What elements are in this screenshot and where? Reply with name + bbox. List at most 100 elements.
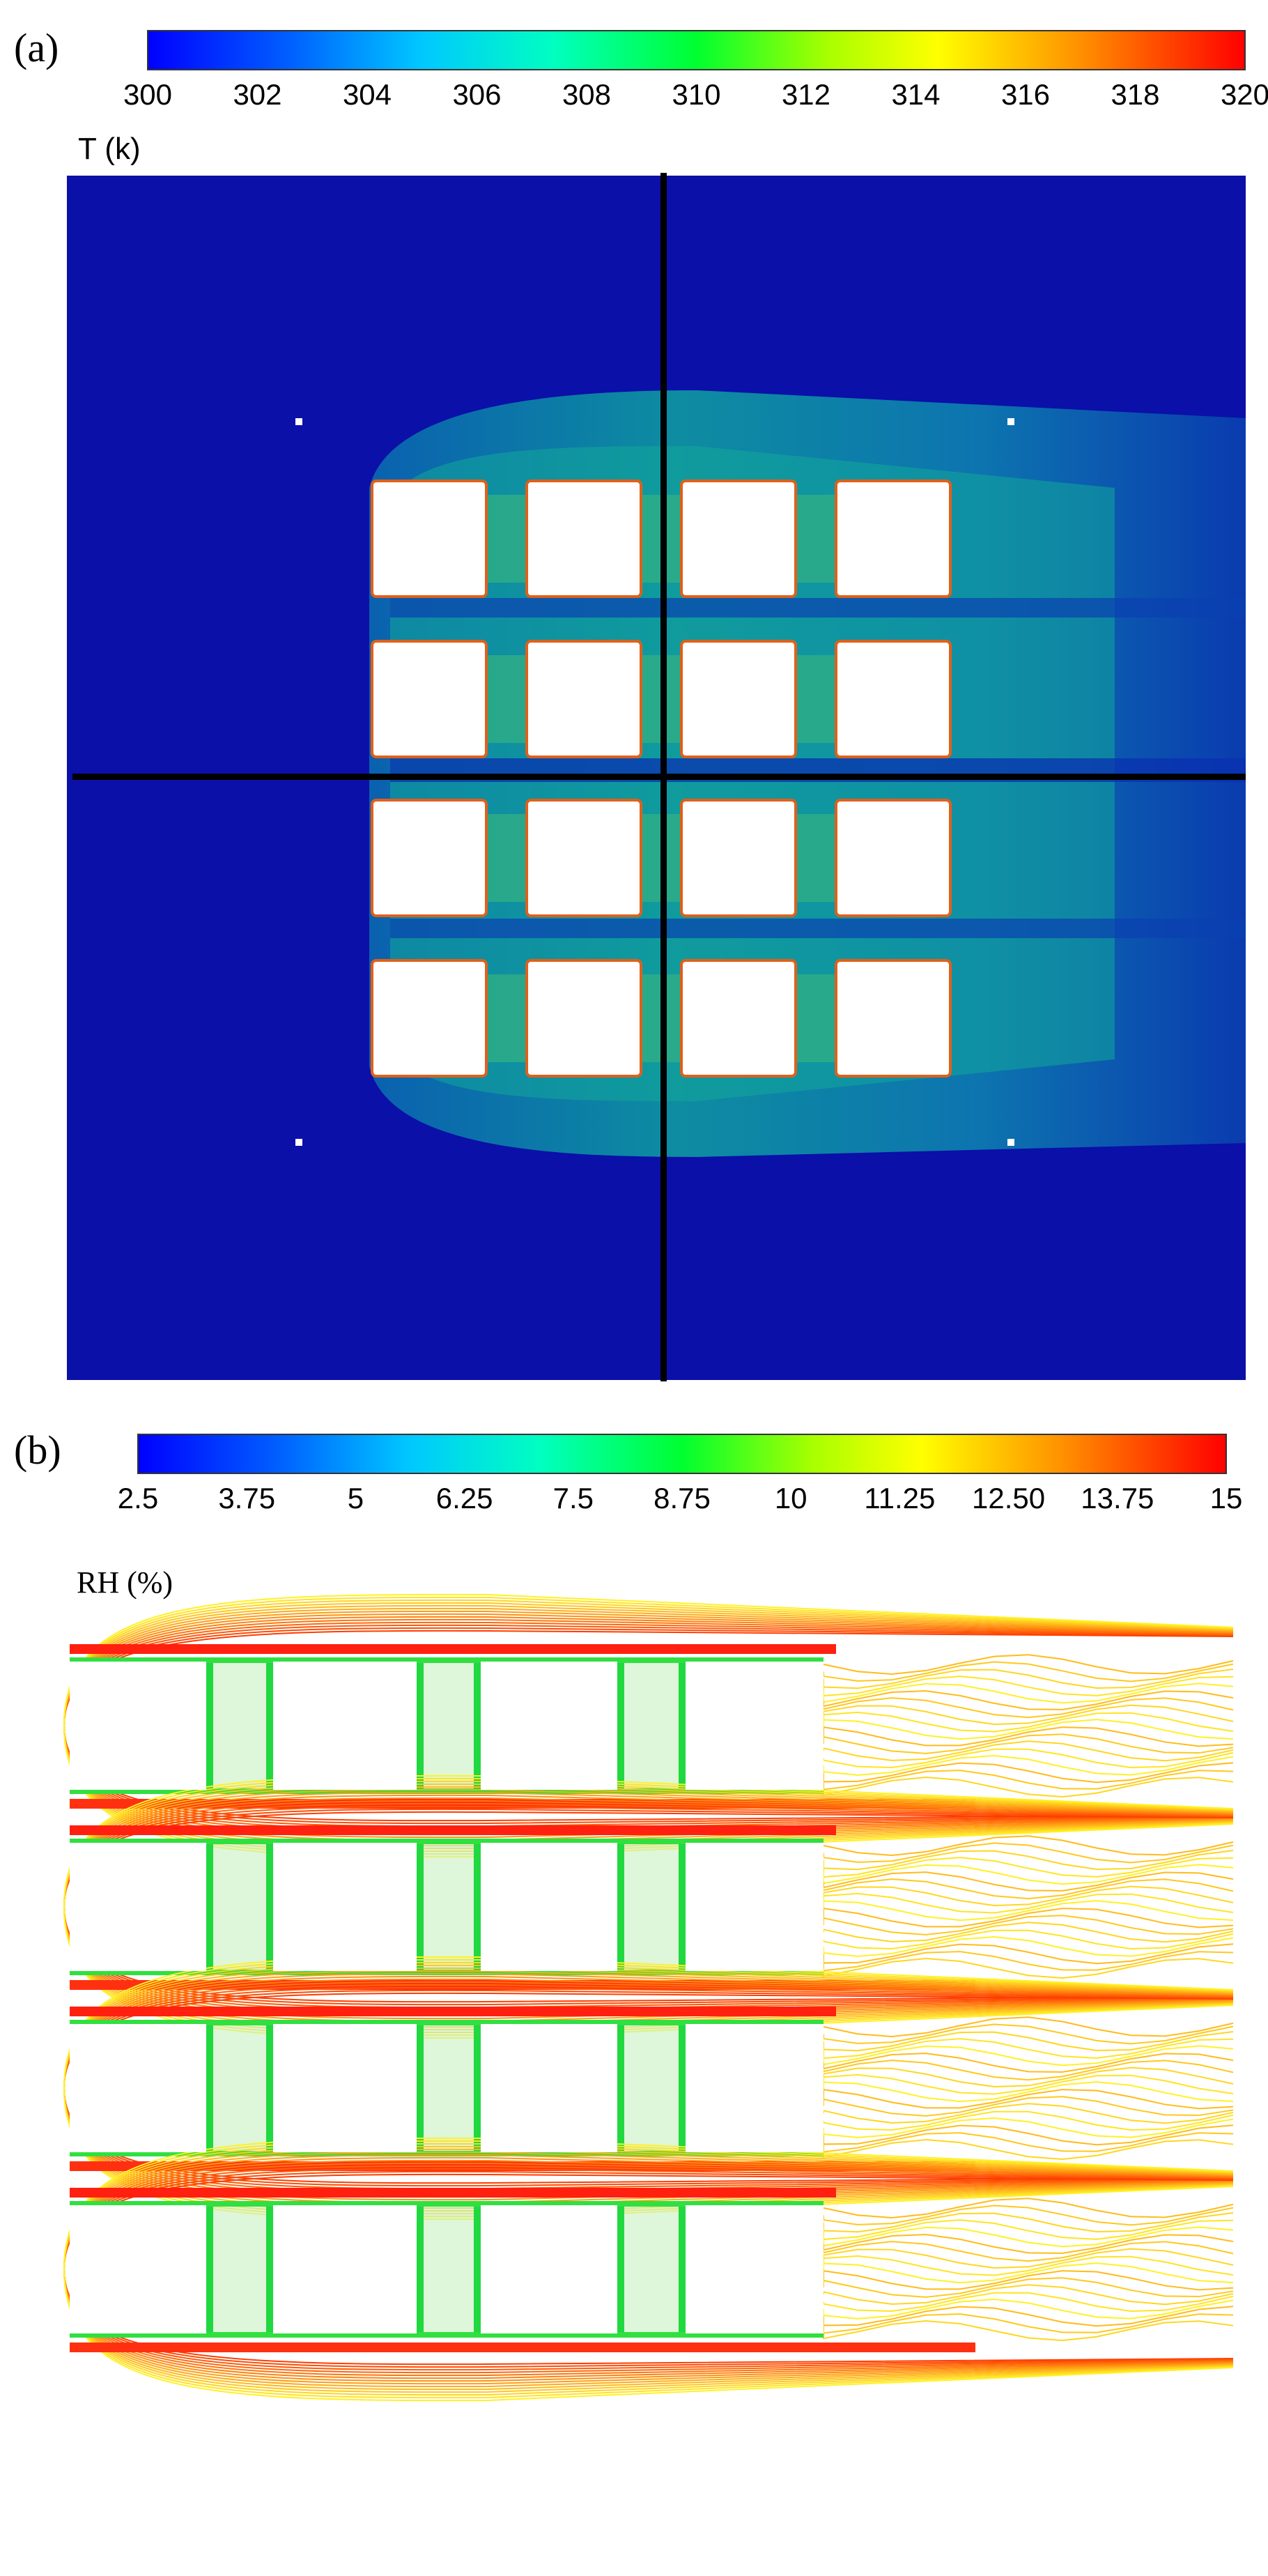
panel-b-gap-edge xyxy=(417,2204,424,2335)
panel-a-colorbar-tick-label: 302 xyxy=(233,78,281,111)
panel-b-building xyxy=(70,1843,206,1971)
panel-a-horizontal-section-line xyxy=(72,774,1246,780)
panel-a-building xyxy=(371,959,488,1078)
panel-a: (a) 300 302 304 306 308 310 312 314 316 318 320 T … xyxy=(14,25,1268,1381)
panel-b-colorbar-tick-label: 12.50 xyxy=(972,1482,1045,1515)
panel-b-contour-line xyxy=(823,2030,1234,2052)
panel-a-building xyxy=(525,480,642,598)
panel-b-contour-line xyxy=(823,1690,1234,1710)
panel-a-building xyxy=(680,799,797,917)
panel-a-building xyxy=(371,480,488,598)
panel-b-contour-line xyxy=(823,2023,1234,2045)
panel-b-building xyxy=(686,2205,824,2333)
panel-b-colorbar-tick-label: 2.5 xyxy=(118,1482,158,1515)
panel-b-gap-edge xyxy=(617,2204,624,2335)
panel-b-contour-line xyxy=(823,2081,1234,2103)
panel-b-contour-line xyxy=(823,1900,1234,1922)
panel-b-contour-line xyxy=(823,1748,1234,1769)
panel-a-monitor-point xyxy=(1007,1139,1014,1146)
panel-b-contour-line xyxy=(823,2234,1234,2254)
panel-a-label: (a) xyxy=(14,25,59,70)
panel-b-colorbar-tick-label: 10 xyxy=(775,1482,807,1515)
panel-b-contour-line xyxy=(823,2320,1234,2341)
panel-b-colorbar-tick-label: 8.75 xyxy=(654,1482,711,1515)
panel-b-contour-line xyxy=(823,2262,1234,2284)
panel-b-contour-line xyxy=(823,2269,1234,2291)
panel-b-contour-line xyxy=(823,1719,1234,1740)
panel-b-building xyxy=(686,1662,824,1790)
panel-b-contour-line xyxy=(823,1770,1234,1791)
panel-b-building xyxy=(686,1843,824,1971)
panel-a-gap-region xyxy=(796,974,836,1062)
panel-b-gap-edge xyxy=(206,2204,213,2335)
panel-a-colorbar-tick-label: 308 xyxy=(562,78,611,111)
panel-b-colorbar-tick-label: 3.75 xyxy=(218,1482,275,1515)
panel-a-contour-plot xyxy=(67,173,1246,1381)
panel-a-gap-region xyxy=(486,814,527,902)
panel-b-contour-line xyxy=(823,2038,1234,2060)
panel-b-contour-line xyxy=(823,2132,1234,2153)
panel-a-gap-region xyxy=(486,495,527,583)
panel-b-gap-edge xyxy=(417,1841,424,1972)
panel-b-building xyxy=(481,1662,617,1790)
panel-a-colorbar-tick-label: 300 xyxy=(123,78,172,111)
panel-a-building xyxy=(835,959,952,1078)
panel-b-gap-region xyxy=(417,1660,481,1791)
panel-b-colorbar-bar xyxy=(137,1434,1227,1474)
panel-b-contour-line xyxy=(823,1951,1234,1972)
panel-b-contour-line xyxy=(823,1704,1234,1725)
panel-a-building xyxy=(680,480,797,598)
panel-b-gap-edge xyxy=(617,1660,624,1791)
panel-b-quantity-label: RH (%) xyxy=(77,1565,173,1600)
panel-b-contour-line xyxy=(823,2088,1234,2110)
panel-b-contour-line xyxy=(823,2241,1234,2262)
panel-b-building xyxy=(273,1662,417,1790)
panel-a-colorbar-ticks: 300 302 304 306 308 310 312 314 316 318 320 xyxy=(123,78,1268,111)
panel-b-gap-region xyxy=(417,2023,481,2154)
panel-b-gap-edge xyxy=(474,1841,481,1972)
panel-b-contour-line xyxy=(823,2219,1234,2241)
panel-b-gap-edge xyxy=(474,1660,481,1791)
panel-a-gap-region xyxy=(796,814,836,902)
panel-b-colorbar-tick-label: 11.25 xyxy=(864,1482,935,1515)
panel-a-building xyxy=(525,799,642,917)
panel-b-gap-region xyxy=(417,1841,481,1972)
panel-b-contour-line xyxy=(823,2117,1234,2138)
panel-b-contour-line xyxy=(823,2016,1234,2037)
panel-b-gap-region xyxy=(617,1841,686,1972)
panel-b-contour-line xyxy=(823,2198,1234,2218)
panel-a-gap-region xyxy=(486,974,527,1062)
panel-b-contour-line xyxy=(823,2205,1234,2226)
panel-b-contour-line xyxy=(823,2284,1234,2306)
panel-b-contour-line xyxy=(823,2053,1234,2073)
panel-b-gap-region xyxy=(206,1660,273,1791)
panel-a-monitor-point xyxy=(1007,418,1014,425)
panel-b-contour-line xyxy=(823,1762,1234,1784)
panel-b-contour-line xyxy=(823,2045,1234,2067)
panel-b-gap-region xyxy=(417,2204,481,2335)
panel-b-building xyxy=(481,2024,617,2152)
panel-b-contour-line xyxy=(823,1676,1234,1697)
panel-b-contour-line xyxy=(823,1777,1234,1797)
panel-a-colorbar-tick-label: 318 xyxy=(1111,78,1159,111)
panel-b-contour-line xyxy=(823,2067,1234,2087)
panel-b-colorbar-tick-label: 13.75 xyxy=(1081,1482,1154,1515)
panel-b-contour-line xyxy=(823,2060,1234,2081)
panel-b-gap-edge xyxy=(206,1841,213,1972)
panel-a-gap-region xyxy=(796,655,836,743)
panel-b-gap-region xyxy=(617,1660,686,1791)
panel-a-colorbar-tick-label: 320 xyxy=(1221,78,1268,111)
panel-b-label: (b) xyxy=(14,1427,61,1473)
panel-b-contour-line xyxy=(823,2298,1234,2320)
panel-a-colorbar: 300 302 304 306 308 310 312 314 316 318 320 xyxy=(123,30,1268,111)
panel-a-colorbar-tick-label: 304 xyxy=(343,78,392,111)
panel-b-contour-line xyxy=(823,1668,1234,1689)
panel-b-contour-line xyxy=(823,1871,1234,1892)
panel-a-colorbar-tick-label: 314 xyxy=(891,78,940,111)
panel-b-contour-line xyxy=(823,1929,1234,1950)
panel-b-gap-region xyxy=(206,2023,273,2154)
panel-b-building xyxy=(273,2205,417,2333)
panel-b-contour-line xyxy=(823,1878,1234,1900)
panel-b-contour-line xyxy=(823,1726,1234,1747)
panel-b: (b) 2.5 3.75 5 6.25 7.5 8.75 10 11.25 12.50 13.75… xyxy=(14,1427,1242,2402)
